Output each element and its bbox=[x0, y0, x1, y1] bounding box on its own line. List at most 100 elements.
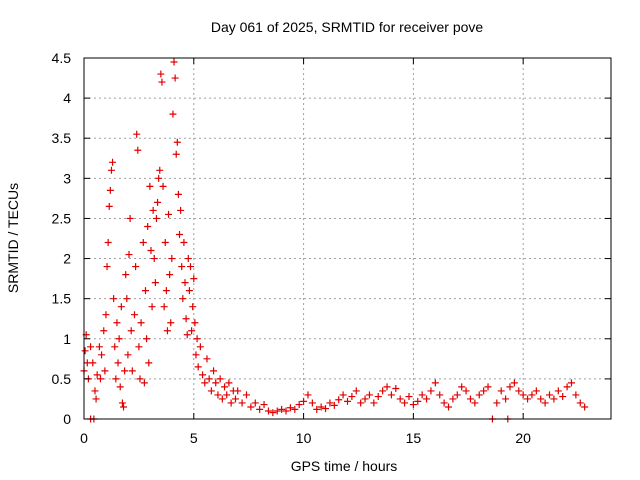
data-point bbox=[147, 247, 155, 255]
data-point bbox=[98, 351, 106, 359]
data-point bbox=[524, 395, 532, 403]
data-point bbox=[199, 371, 207, 379]
data-point bbox=[519, 391, 527, 399]
data-point bbox=[145, 359, 153, 367]
x-tick-label: 10 bbox=[296, 430, 312, 446]
data-point bbox=[179, 295, 187, 303]
data-point bbox=[210, 367, 218, 375]
data-point bbox=[201, 379, 209, 387]
data-point bbox=[440, 399, 448, 407]
data-point bbox=[191, 319, 199, 327]
data-point bbox=[227, 399, 235, 407]
data-point bbox=[357, 399, 365, 407]
data-point bbox=[156, 166, 164, 174]
data-point bbox=[111, 343, 119, 351]
data-point bbox=[114, 359, 122, 367]
data-point bbox=[124, 351, 132, 359]
data-point bbox=[96, 375, 104, 383]
data-point bbox=[162, 287, 170, 295]
data-point bbox=[93, 371, 101, 379]
data-point bbox=[105, 202, 113, 210]
data-point bbox=[95, 343, 103, 351]
x-tick-label: 5 bbox=[190, 430, 198, 446]
data-point bbox=[100, 327, 108, 335]
data-point bbox=[554, 387, 562, 395]
y-tick-label: 4 bbox=[63, 90, 71, 106]
data-point bbox=[182, 315, 190, 323]
data-point bbox=[81, 347, 89, 355]
data-point bbox=[466, 395, 474, 403]
data-point bbox=[216, 375, 224, 383]
data-point bbox=[126, 214, 134, 222]
data-point bbox=[205, 375, 213, 383]
data-point bbox=[212, 379, 220, 387]
data-point bbox=[185, 287, 193, 295]
data-point bbox=[453, 391, 461, 399]
data-point bbox=[348, 393, 356, 401]
data-point bbox=[133, 130, 141, 138]
data-point bbox=[256, 405, 264, 413]
data-point bbox=[171, 74, 179, 82]
data-point bbox=[181, 279, 189, 287]
y-tick-label: 2 bbox=[63, 251, 71, 267]
data-point bbox=[132, 263, 140, 271]
data-point bbox=[528, 391, 536, 399]
data-point bbox=[203, 355, 211, 363]
data-point bbox=[184, 255, 192, 263]
data-point bbox=[169, 110, 177, 118]
data-point bbox=[427, 387, 435, 395]
data-point bbox=[152, 214, 160, 222]
y-tick-label: 0.5 bbox=[52, 371, 72, 387]
x-tick-label: 0 bbox=[80, 430, 88, 446]
data-point bbox=[546, 391, 554, 399]
data-point bbox=[273, 407, 281, 415]
data-point bbox=[339, 391, 347, 399]
data-point bbox=[506, 383, 514, 391]
data-point bbox=[576, 399, 584, 407]
y-tick-label: 0 bbox=[63, 411, 71, 427]
data-point bbox=[223, 391, 231, 399]
data-point bbox=[196, 343, 204, 351]
x-axis-label: GPS time / hours bbox=[291, 458, 398, 474]
data-point bbox=[190, 275, 198, 283]
data-point bbox=[122, 271, 130, 279]
data-point bbox=[174, 190, 182, 198]
data-point bbox=[361, 395, 369, 403]
y-tick-label: 2.5 bbox=[52, 210, 72, 226]
data-point bbox=[163, 327, 171, 335]
data-point bbox=[101, 367, 109, 375]
data-point bbox=[383, 383, 391, 391]
data-point bbox=[370, 399, 378, 407]
data-point bbox=[291, 405, 299, 413]
data-point bbox=[189, 303, 197, 311]
data-point bbox=[172, 150, 180, 158]
data-point bbox=[308, 399, 316, 407]
data-point bbox=[484, 383, 492, 391]
data-point bbox=[234, 387, 242, 395]
data-point bbox=[149, 206, 157, 214]
data-point bbox=[218, 395, 226, 403]
data-point bbox=[515, 387, 523, 395]
data-point bbox=[115, 335, 123, 343]
data-point bbox=[379, 387, 387, 395]
data-point bbox=[335, 396, 343, 404]
data-point bbox=[251, 399, 259, 407]
data-point bbox=[106, 186, 114, 194]
data-point bbox=[493, 399, 501, 407]
data-point bbox=[148, 303, 156, 311]
data-point bbox=[537, 395, 545, 403]
data-point bbox=[330, 401, 338, 409]
data-point bbox=[141, 287, 149, 295]
data-point bbox=[183, 331, 191, 339]
data-point bbox=[471, 399, 479, 407]
data-point bbox=[242, 391, 250, 399]
data-point bbox=[178, 263, 186, 271]
data-point bbox=[462, 387, 470, 395]
data-point bbox=[475, 391, 483, 399]
data-point bbox=[155, 174, 163, 182]
data-point bbox=[502, 395, 510, 403]
x-tick-label: 20 bbox=[515, 430, 531, 446]
data-point bbox=[104, 239, 112, 247]
